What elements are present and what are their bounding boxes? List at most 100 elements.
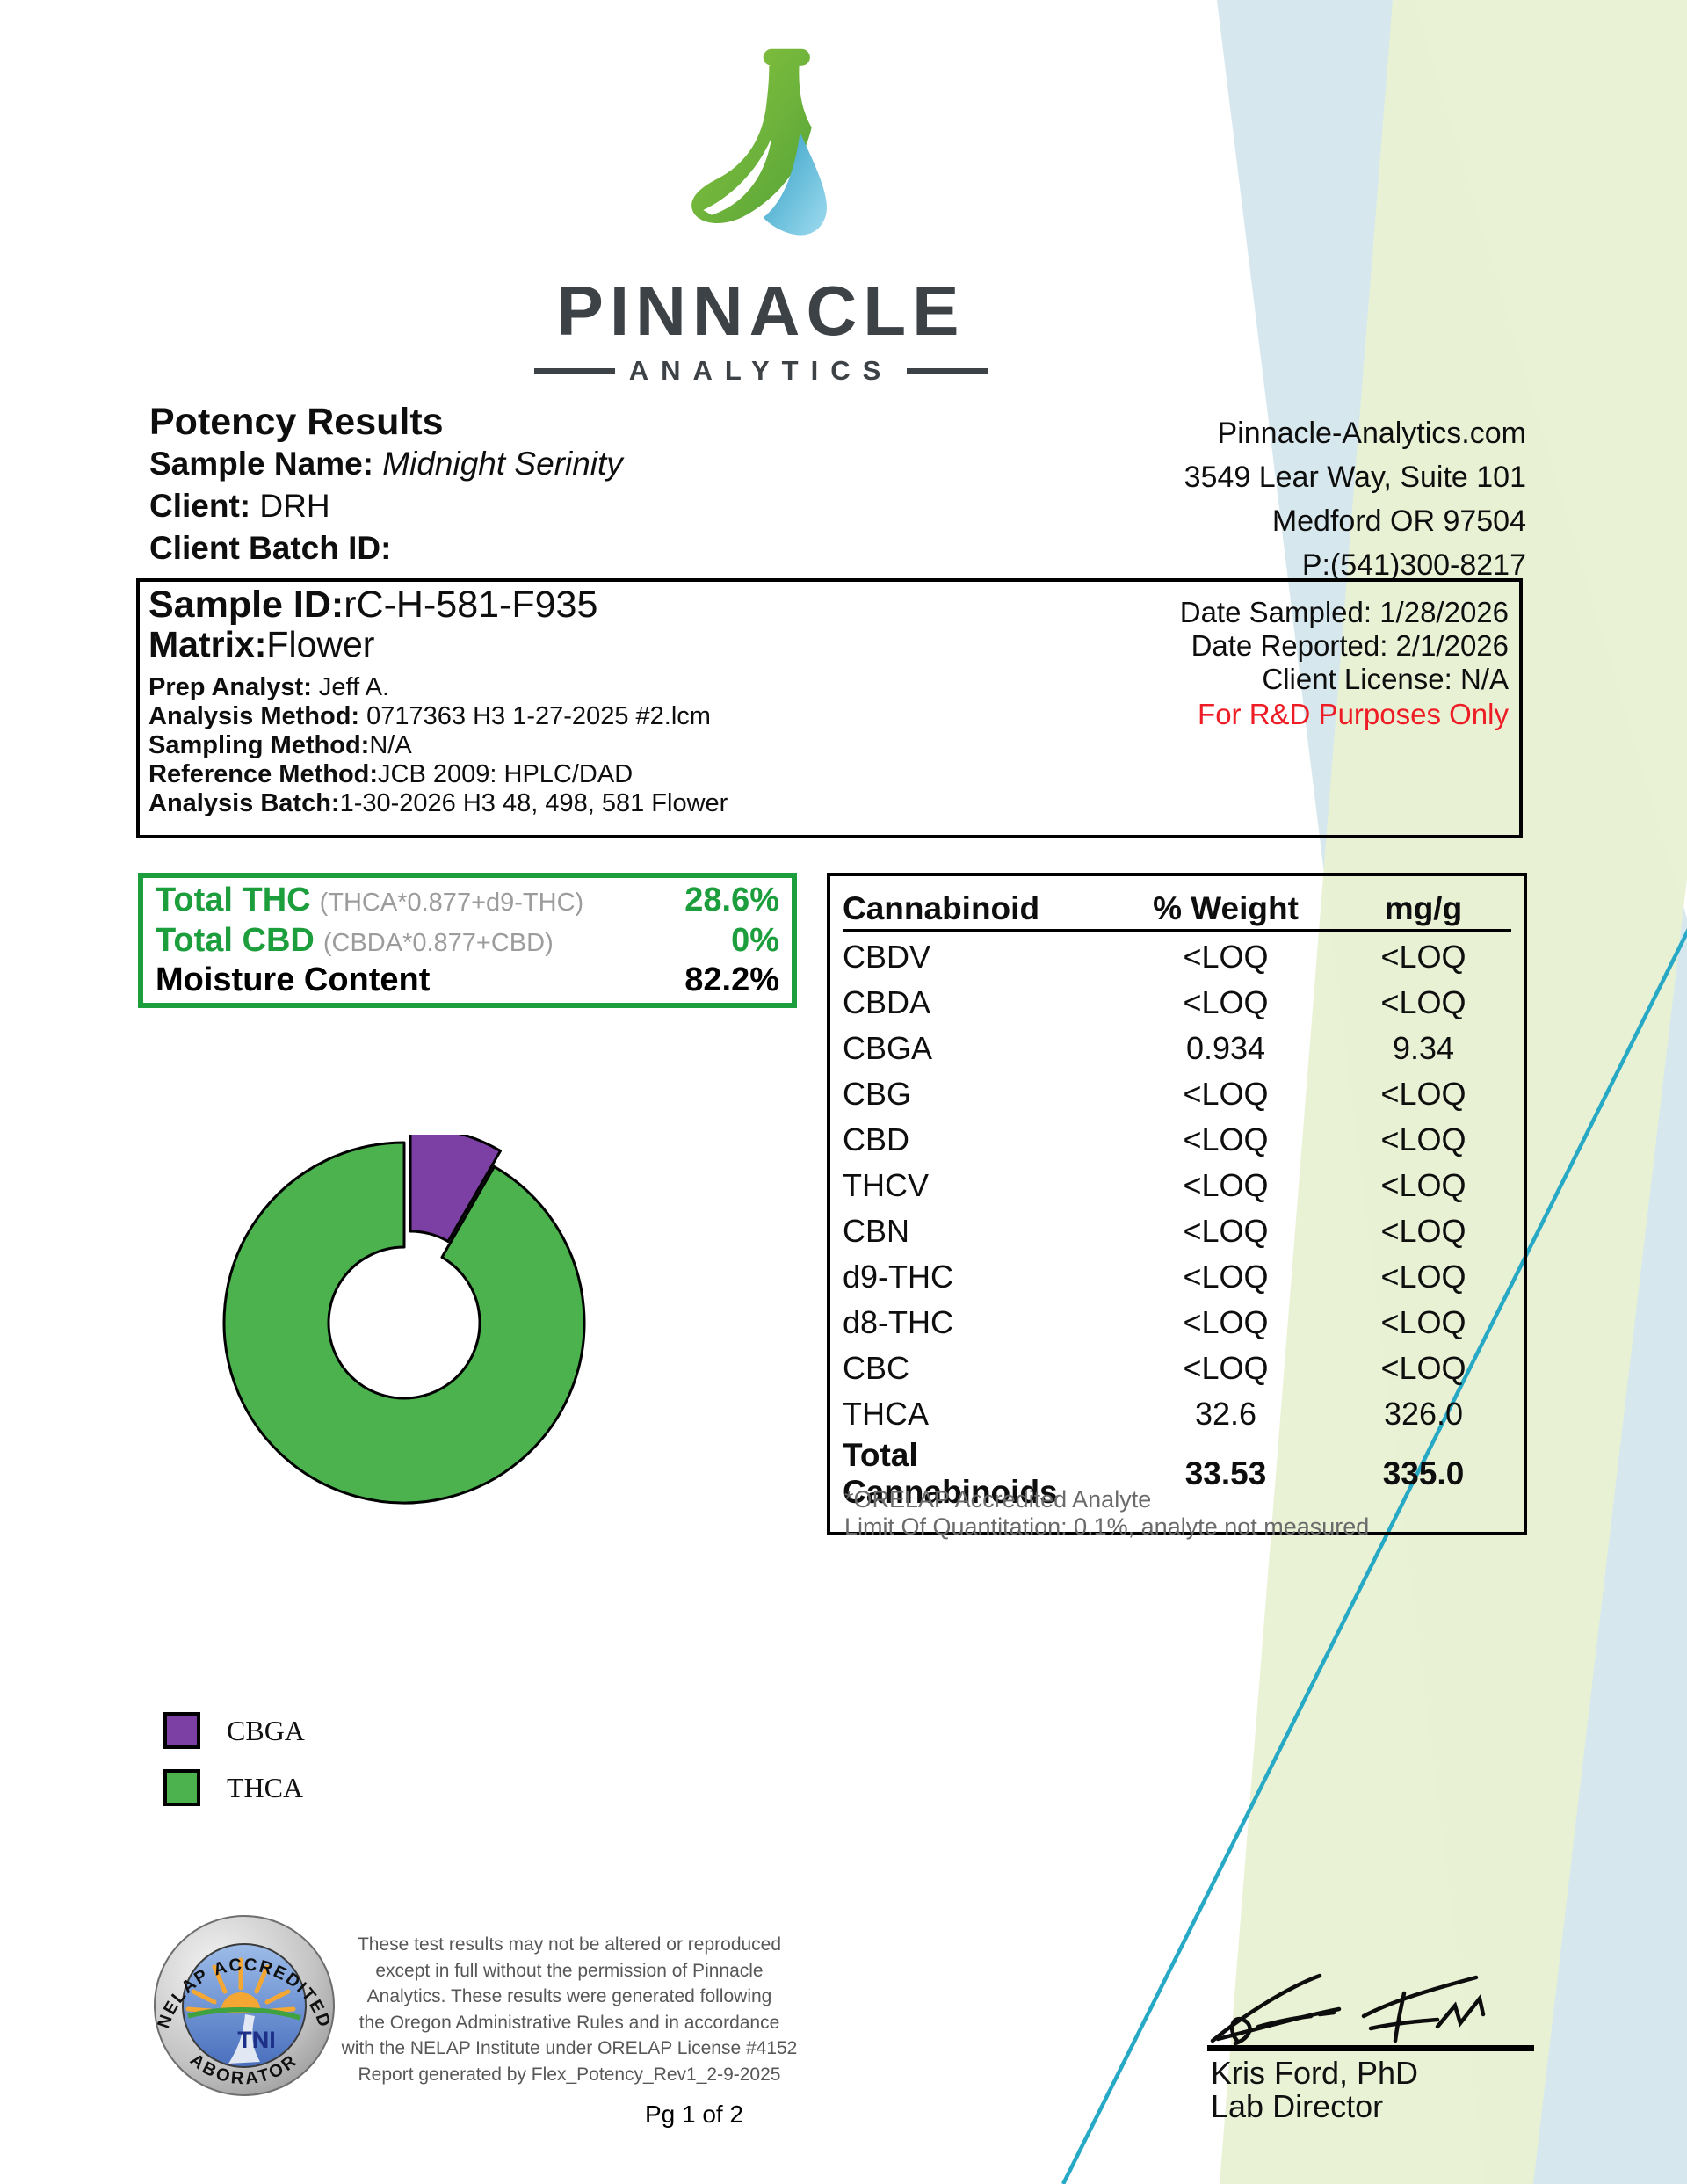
analyte-name: CBGA — [843, 1030, 933, 1066]
mgg-value: <LOQ — [1380, 1121, 1466, 1157]
table-row: CBDA <LOQ <LOQ — [843, 980, 1511, 1026]
contact-line: Pinnacle-Analytics.com — [1217, 417, 1526, 450]
detail-label: Analysis Method: — [148, 702, 360, 730]
table-total-row: Total Cannabinoids 33.53 335.0 — [843, 1437, 1511, 1510]
sample-id-value: rC-H-581-F935 — [344, 584, 598, 626]
summary-value: 82.2% — [684, 961, 779, 998]
pct-weight-value: 33.53 — [1184, 1455, 1267, 1491]
pct-weight-value: <LOQ — [1183, 939, 1269, 975]
signer-block: Kris Ford, PhD Lab Director — [1211, 2057, 1418, 2123]
detail-value: N/A — [369, 731, 412, 759]
summary-value: 0% — [731, 921, 779, 959]
detail-value: JCB 2009: HPLC/DAD — [378, 760, 634, 788]
pct-weight-value: <LOQ — [1183, 1259, 1269, 1295]
field-label: Client: — [149, 488, 251, 524]
legend-swatch-cbga — [163, 1712, 200, 1749]
sample-meta-line: Date Sampled: 1/28/2026 — [1179, 596, 1509, 628]
disclaimer-line: These test results may not be altered or… — [357, 1934, 782, 1955]
sample-detail-line: Analysis Batch:1-30-2026 H3 48, 498, 581… — [148, 789, 728, 818]
pct-weight-value: 32.6 — [1194, 1396, 1257, 1432]
report-field: Sample Name: Midnight Serinity — [149, 443, 940, 485]
pct-weight-value: <LOQ — [1183, 1167, 1269, 1203]
mgg-value: <LOQ — [1380, 1304, 1466, 1340]
summary-label: Total THC — [156, 882, 311, 919]
detail-label: Analysis Batch: — [148, 789, 340, 817]
donut-slice-cbga — [409, 1135, 502, 1244]
report-field: Client: DRH — [149, 485, 940, 527]
report-header: Potency Results Sample Name: Midnight Se… — [149, 401, 940, 570]
seal-tni-text: TNI — [237, 2027, 276, 2053]
tagline-right-dash — [907, 367, 988, 374]
pct-weight-value: <LOQ — [1183, 1213, 1269, 1249]
matrix-label: Matrix: — [148, 624, 267, 664]
mgg-value: <LOQ — [1380, 1350, 1466, 1386]
pct-weight-value: <LOQ — [1183, 1350, 1269, 1386]
detail-label: Sampling Method: — [148, 731, 370, 759]
legend-item: CBGA — [163, 1712, 305, 1749]
pct-weight-value: <LOQ — [1183, 1121, 1269, 1157]
donut-slice-thca — [222, 1141, 586, 1505]
table-row: CBGA 0.934 9.34 — [843, 1026, 1511, 1071]
pct-weight-value: 0.934 — [1185, 1030, 1266, 1066]
analyte-name: d8-THC — [843, 1304, 954, 1340]
sample-meta-dates: Date Sampled: 1/28/2026 Date Reported: 2/… — [1180, 596, 1509, 696]
sample-id-label: Sample ID: — [148, 584, 344, 626]
flask-logo-icon — [691, 48, 827, 236]
sample-info-box: Sample ID:rC-H-581-F935 Matrix:Flower Pr… — [136, 578, 1523, 838]
signature-scrawl — [1210, 1973, 1486, 2046]
disclaimer-line: except in full without the permission of… — [375, 1960, 764, 1981]
mgg-value: 326.0 — [1383, 1396, 1464, 1432]
contact-line: Medford OR 97504 — [1271, 504, 1526, 538]
flask-body — [691, 48, 812, 223]
sample-id: Sample ID:rC-H-581-F935 — [148, 584, 597, 627]
sample-detail-line: Analysis Method: 0717363 H3 1-27-2025 #2… — [148, 702, 711, 731]
tagline-left-dash — [533, 367, 615, 374]
sample-matrix: Matrix:Flower — [148, 624, 374, 665]
summary-row: Moisture Content 82.2% — [156, 961, 779, 999]
legend-swatch-thca — [163, 1769, 200, 1806]
summary-row: Total CBD (CBDA*0.877+CBD) 0% — [156, 922, 779, 960]
table-body: CBDV <LOQ <LOQ CBDA <LOQ <LOQ CBGA 0.934 9.34 CBG… — [843, 934, 1511, 1510]
col-header-mgg: mg/g — [1384, 890, 1463, 926]
mgg-value: <LOQ — [1380, 1167, 1466, 1203]
disclaimer-line: Report generated by Flex_Potency_Rev1_2-… — [358, 2064, 781, 2085]
page-indicator: Pg 1 of 2 — [644, 2101, 744, 2128]
brand-tagline: ANALYTICS — [492, 355, 1030, 387]
sample-detail-line: Prep Analyst: Jeff A. — [148, 673, 389, 702]
mgg-value: 9.34 — [1392, 1030, 1455, 1066]
matrix-value: Flower — [266, 624, 375, 664]
field-label: Client Batch ID: — [149, 530, 392, 566]
summary-formula: (THCA*0.877+d9-THC) — [319, 889, 584, 918]
table-row: CBDV <LOQ <LOQ — [843, 934, 1511, 980]
sample-meta-line: Client License: N/A — [1262, 663, 1509, 695]
tagline-text: ANALYTICS — [628, 355, 894, 386]
flask-liquid-drop — [763, 132, 827, 236]
legend-label: CBGA — [227, 1714, 305, 1746]
analyte-name: CBD — [843, 1121, 910, 1157]
analyte-name: THCA — [843, 1396, 929, 1432]
pct-weight-value: <LOQ — [1183, 1304, 1269, 1340]
road — [228, 2014, 260, 2064]
legend-item: THCA — [163, 1769, 303, 1806]
mgg-value: <LOQ — [1380, 1213, 1466, 1249]
teal-diagonal-line — [1061, 927, 1687, 2184]
field-value: Midnight Serinity — [373, 446, 623, 482]
table-footnote: *ORELAP Accredited Analyte — [844, 1486, 1152, 1513]
sample-detail-line: Reference Method:JCB 2009: HPLC/DAD — [148, 760, 633, 789]
sample-meta-line: Date Reported: 2/1/2026 — [1191, 629, 1509, 662]
contact-line: 3549 Lear Way, Suite 101 — [1184, 461, 1526, 494]
cannabinoid-table: Cannabinoid % Weight mg/g CBDV <LOQ <LOQ CB… — [827, 873, 1527, 1540]
sample-detail-line: Sampling Method:N/A — [148, 731, 412, 760]
col-header-cannabinoid: Cannabinoid — [843, 890, 1040, 926]
table-row: CBN <LOQ <LOQ — [843, 1208, 1511, 1254]
table-header-row: Cannabinoid % Weight mg/g — [843, 883, 1511, 932]
nelap-accredited-seal-icon: TNI NELAP ACCREDITED LABORATORY — [154, 1915, 335, 2096]
detail-label: Reference Method: — [148, 760, 379, 788]
table-row: d9-THC <LOQ <LOQ — [843, 1254, 1511, 1300]
signature-line — [1207, 2045, 1534, 2051]
cannabinoid-donut-chart — [222, 1135, 586, 1505]
analyte-name: CBN — [843, 1213, 910, 1249]
disclaimer-line: the Oregon Administrative Rules and in a… — [358, 2012, 780, 2033]
rd-purposes-notice: For R&D Purposes Only — [1198, 698, 1509, 730]
